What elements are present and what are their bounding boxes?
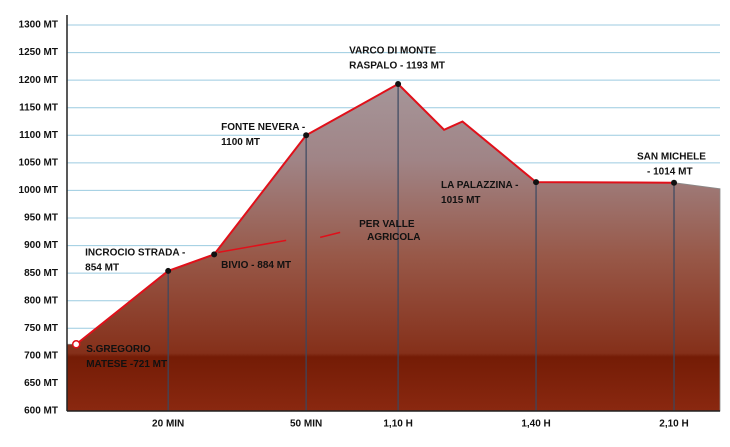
point-marker [533, 179, 540, 186]
y-tick-label: 700 MT [24, 350, 58, 361]
point-label: S.GREGORIO [86, 344, 151, 355]
point-marker [671, 179, 678, 186]
y-tick-label: 800 MT [24, 295, 58, 306]
annotation: AGRICOLA [367, 232, 420, 243]
y-tick-label: 1050 MT [19, 157, 58, 168]
y-tick-label: 1200 MT [19, 75, 58, 86]
point-label: INCROCIO STRADA - [85, 248, 185, 259]
point-label: 1015 MT [441, 195, 480, 206]
y-tick-label: 900 MT [24, 240, 58, 251]
y-tick-label: 1300 MT [19, 20, 58, 31]
point-marker [303, 132, 310, 139]
side-path [218, 239, 287, 254]
point-label: BIVIO - 884 MT [221, 260, 291, 271]
y-tick-label: 1150 MT [19, 102, 58, 113]
x-tick-label: 1,10 H [383, 419, 412, 430]
point-label: RASPALO - 1193 MT [349, 61, 445, 72]
point-marker [395, 81, 402, 88]
point-label: - 1014 MT [647, 166, 693, 177]
y-tick-label: 950 MT [24, 213, 58, 224]
point-marker [165, 267, 172, 274]
y-tick-label: 1250 MT [19, 47, 58, 58]
y-tick-label: 600 MT [24, 406, 58, 417]
annotation: PER VALLE [359, 219, 415, 230]
y-tick-label: 850 MT [24, 268, 58, 279]
x-tick-label: 50 MIN [290, 419, 322, 430]
point-label: VARCO DI MONTE [349, 46, 436, 57]
point-marker [211, 251, 218, 258]
x-tick-label: 1,40 H [521, 419, 550, 430]
point-label: LA PALAZZINA - [441, 180, 518, 191]
y-tick-label: 650 MT [24, 378, 58, 389]
point-label: FONTE NEVERA - [221, 122, 305, 133]
start-marker [71, 340, 81, 349]
y-tick-label: 750 MT [24, 323, 58, 334]
point-label: 1100 MT [221, 137, 260, 148]
point-label: 854 MT [85, 263, 119, 274]
y-tick-label: 1000 MT [19, 185, 58, 196]
point-label: SAN MICHELE [637, 151, 706, 162]
x-tick-label: 2,10 H [659, 419, 688, 430]
x-tick-label: 20 MIN [152, 419, 184, 430]
point-label: MATESE -721 MT [86, 359, 167, 370]
y-tick-label: 1100 MT [19, 130, 58, 141]
side-path [319, 231, 341, 239]
